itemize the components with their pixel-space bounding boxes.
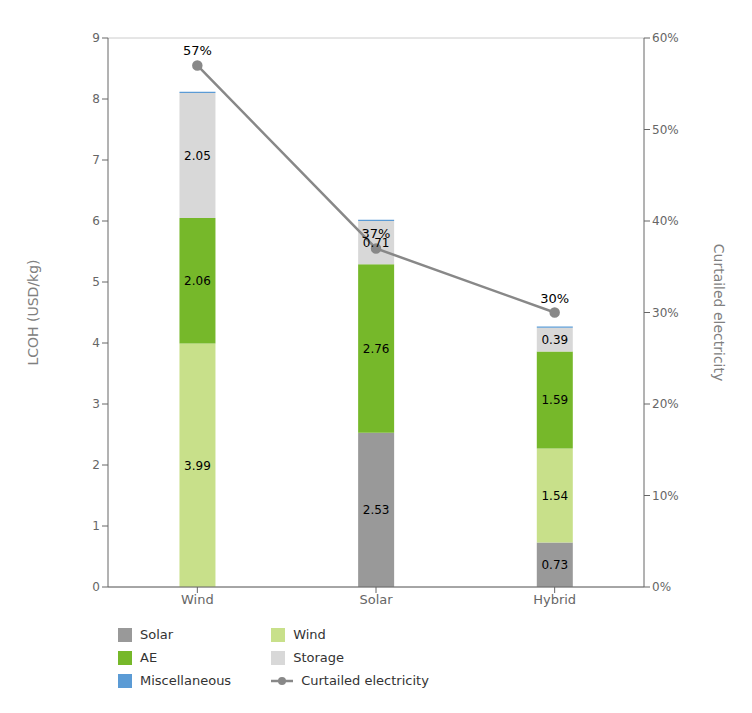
html-text:Wind: Wind xyxy=(293,627,326,642)
svg-text:0.73: 0.73 xyxy=(541,558,568,572)
svg-text:37%: 37% xyxy=(362,226,391,241)
svg-text:1.54: 1.54 xyxy=(541,489,568,503)
svg-text:57%: 57% xyxy=(183,43,212,58)
svg-text:2: 2 xyxy=(92,458,100,472)
svg-text:Wind: Wind xyxy=(181,592,214,607)
svg-text:LCOH (USD/kg): LCOH (USD/kg) xyxy=(25,259,41,365)
svg-text:50%: 50% xyxy=(652,123,679,137)
svg-text:60%: 60% xyxy=(652,31,679,45)
svg-text:7: 7 xyxy=(92,153,100,167)
svg-text:4: 4 xyxy=(92,336,100,350)
svg-text:2.05: 2.05 xyxy=(184,149,211,163)
svg-text:1.59: 1.59 xyxy=(541,393,568,407)
html-text:AE: AE xyxy=(140,650,158,665)
svg-text:Curtailed electricity: Curtailed electricity xyxy=(711,244,727,382)
svg-text:8: 8 xyxy=(92,92,100,106)
svg-text:1: 1 xyxy=(92,519,100,533)
svg-text:3.99: 3.99 xyxy=(184,459,211,473)
svg-text:3: 3 xyxy=(92,397,100,411)
svg-text:0%: 0% xyxy=(652,580,671,594)
svg-text:30%: 30% xyxy=(652,306,679,320)
svg-text:0.71: 0.71 xyxy=(362,235,390,250)
html-text:Solar: Solar xyxy=(140,627,174,642)
svg-text:Solar: Solar xyxy=(359,592,393,607)
svg-text:40%: 40% xyxy=(652,214,679,228)
svg-text:Hybrid: Hybrid xyxy=(533,592,576,607)
html-text:Storage: Storage xyxy=(293,650,344,665)
svg-text:0: 0 xyxy=(92,580,100,594)
svg-text:5: 5 xyxy=(92,275,100,289)
svg-text:0.39: 0.39 xyxy=(541,333,568,347)
svg-text:2.06: 2.06 xyxy=(184,274,211,288)
html-text:Curtailed electricity: Curtailed electricity xyxy=(301,673,429,688)
svg-text:10%: 10% xyxy=(652,489,679,503)
svg-text:9: 9 xyxy=(92,31,100,45)
svg-text:20%: 20% xyxy=(652,397,679,411)
svg-text:2.76: 2.76 xyxy=(363,342,390,356)
svg-text:6: 6 xyxy=(92,214,100,228)
svg-text:2.53: 2.53 xyxy=(363,503,390,517)
html-text:Miscellaneous: Miscellaneous xyxy=(140,673,232,688)
svg-text:30%: 30% xyxy=(540,291,569,306)
